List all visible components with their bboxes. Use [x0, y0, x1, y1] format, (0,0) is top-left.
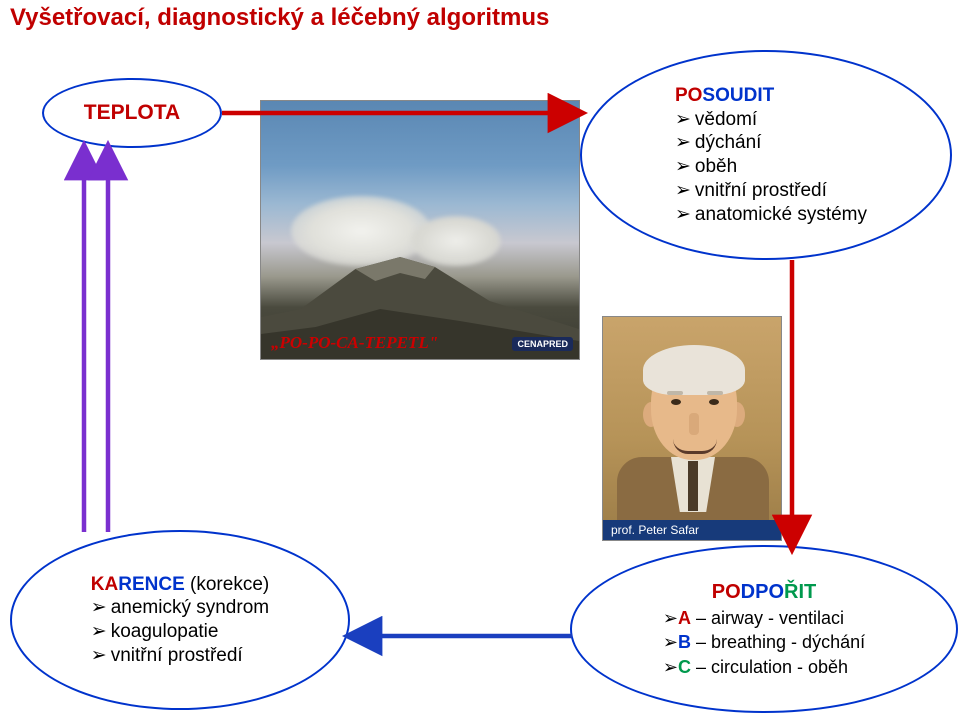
volcano-image: „PO-PO-CA-TEPETL" CENAPRED: [260, 100, 580, 360]
karence-head-part2: RENCE: [118, 574, 185, 595]
karence-head-part1: KA: [91, 574, 118, 595]
posoudit-head-part2: SOUDIT: [702, 85, 774, 106]
posoudit-item-2: oběh: [675, 155, 867, 179]
karence-item-1: koagulopatie: [91, 620, 269, 644]
podporit-line-b: ➢B – breathing - dýchání: [663, 630, 865, 654]
karence-item-2: vnitřní prostředí: [91, 644, 269, 668]
podporit-head: PODPOŘIT: [663, 579, 865, 606]
teplota-label: TEPLOTA: [84, 101, 180, 125]
podporit-head-part2: DPO: [741, 581, 784, 603]
posoudit-head-part1: PO: [675, 85, 702, 106]
posoudit-item-4: anatomické systémy: [675, 203, 867, 227]
posoudit-item-0: vědomí: [675, 108, 867, 132]
page-title: Vyšetřovací, diagnostický a léčebný algo…: [10, 4, 549, 32]
podporit-node: PODPOŘIT ➢A – airway - ventilaci ➢B – br…: [570, 545, 958, 713]
karence-item-0: anemický syndrom: [91, 596, 269, 620]
teplota-node: TEPLOTA: [42, 78, 222, 148]
portrait-image: prof. Peter Safar: [602, 316, 782, 541]
posoudit-item-1: dýchání: [675, 131, 867, 155]
karence-head: KARENCE (korekce): [91, 573, 269, 597]
posoudit-item-3: vnitřní prostředí: [675, 179, 867, 203]
posoudit-node: POSOUDIT vědomí dýchání oběh vnitřní pro…: [580, 50, 952, 260]
karence-node: KARENCE (korekce) anemický syndrom koagu…: [10, 530, 350, 710]
podporit-line-a: ➢A – airway - ventilaci: [663, 606, 865, 630]
portrait-caption: prof. Peter Safar: [603, 520, 781, 540]
volcano-label: „PO-PO-CA-TEPETL": [271, 333, 438, 353]
volcano-source-tag: CENAPRED: [512, 337, 573, 351]
podporit-line-c: ➢C – circulation - oběh: [663, 655, 865, 679]
karence-korekce: (korekce): [185, 574, 269, 595]
podporit-head-part1: PO: [712, 581, 741, 603]
podporit-head-part3: ŘIT: [784, 581, 816, 603]
posoudit-head: POSOUDIT: [675, 84, 867, 108]
